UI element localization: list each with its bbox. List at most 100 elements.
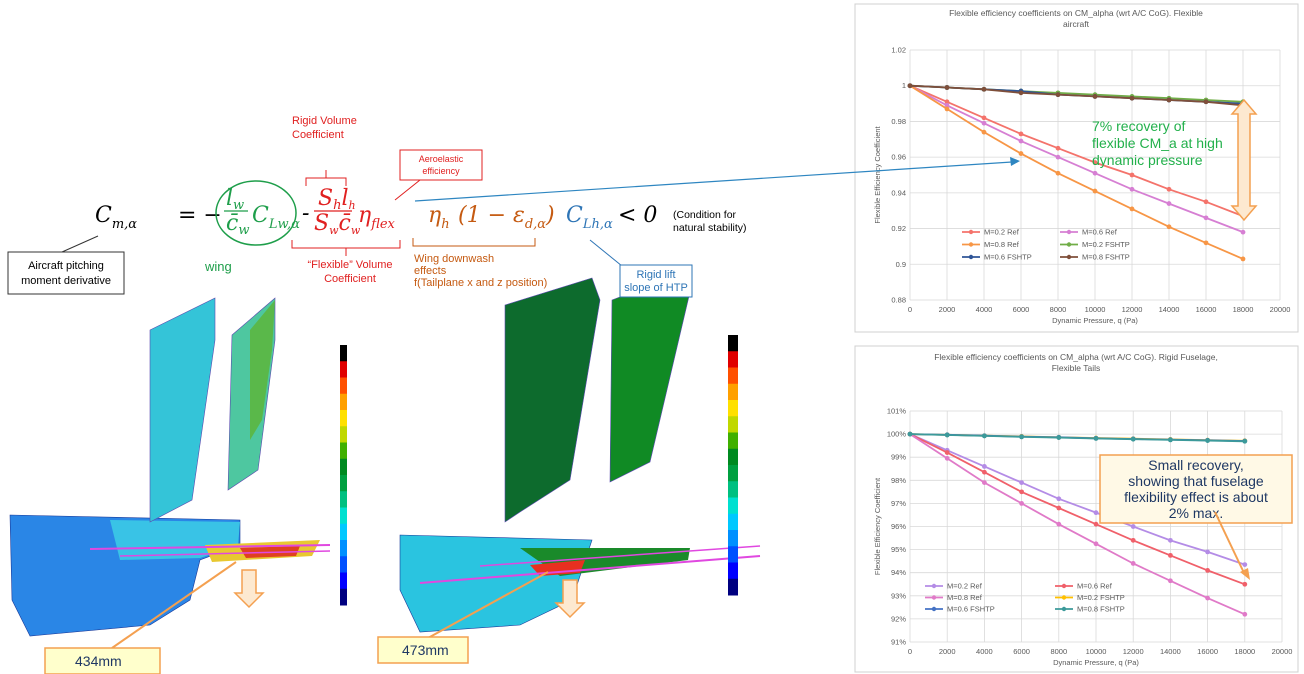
color-band (340, 540, 347, 557)
y-tick-label: 0.92 (891, 224, 906, 233)
data-point (1168, 437, 1173, 442)
x-tick-label: 4000 (976, 305, 993, 314)
data-point (1019, 501, 1024, 506)
color-band (340, 491, 347, 508)
data-point (982, 87, 987, 92)
color-band (728, 465, 738, 482)
data-point (1204, 215, 1209, 220)
color-bar (340, 345, 347, 606)
data-point (1094, 541, 1099, 546)
y-tick-label: 0.9 (896, 260, 906, 269)
data-point (1242, 612, 1247, 617)
label: f(Tailplane x and z position) (414, 277, 547, 289)
legend-marker (1062, 607, 1066, 611)
data-point (1093, 94, 1098, 99)
x-tick-label: 10000 (1085, 305, 1106, 314)
x-tick-label: 8000 (1050, 647, 1067, 656)
symbol: ) (545, 203, 555, 228)
color-band (340, 459, 347, 476)
color-band (340, 524, 347, 541)
title-line: Flexible efficiency coefficients on CM_a… (934, 352, 1218, 362)
data-point (945, 450, 950, 455)
data-point (1242, 562, 1247, 567)
color-band (340, 508, 347, 525)
x-tick-label: 12000 (1122, 305, 1143, 314)
legend-label: M=0.8 Ref (947, 593, 983, 602)
data-point (1130, 96, 1135, 101)
legend-label: M=0.2 FSHTP (1082, 240, 1130, 249)
data-point (1204, 199, 1209, 204)
data-point (982, 480, 987, 485)
title-line: Flexible Tails (1052, 363, 1101, 373)
y-tick-label: 1.02 (891, 46, 906, 55)
equals: = − (178, 203, 222, 228)
y-tick-label: 92% (891, 614, 906, 623)
data-point (1056, 506, 1061, 511)
y-tick-label: 96% (891, 522, 906, 531)
annotation: Small recovery, (1148, 457, 1243, 473)
data-point (1094, 522, 1099, 527)
note: (Condition for (673, 209, 737, 221)
symbol: S (318, 186, 333, 211)
x-tick-label: 14000 (1160, 647, 1181, 656)
y-tick-label: 101% (887, 407, 907, 416)
data-point (1130, 207, 1135, 212)
x-tick-label: 2000 (939, 305, 956, 314)
data-point (1204, 240, 1209, 245)
data-point (982, 464, 987, 469)
x-tick-label: 0 (908, 305, 912, 314)
subscript: m,α (112, 217, 137, 232)
data-point (1094, 436, 1099, 441)
title-line: aircraft (1063, 19, 1090, 29)
annotation: 7% recovery of (1092, 118, 1185, 134)
color-band (728, 579, 738, 596)
color-band (340, 443, 347, 460)
x-tick-label: 4000 (976, 647, 993, 656)
x-tick-label: 20000 (1272, 647, 1293, 656)
symbol: C (252, 203, 269, 228)
data-point (1167, 201, 1172, 206)
legend-label: M=0.8 Ref (984, 240, 1020, 249)
x-tick-label: 18000 (1234, 647, 1255, 656)
x-tick-label: 6000 (1013, 305, 1030, 314)
y-tick-label: 91% (891, 638, 906, 647)
legend-label: M=0.6 FSHTP (947, 605, 995, 614)
label: efficiency (422, 166, 460, 176)
symbol: (1 − ε (458, 203, 525, 228)
label: Coefficient (292, 129, 344, 141)
subscript: d,α (525, 217, 546, 232)
x-tick-label: 8000 (1050, 305, 1067, 314)
color-band (340, 426, 347, 443)
data-point (1131, 561, 1136, 566)
symbol: C (95, 203, 112, 228)
legend-label: M=0.6 Ref (1082, 228, 1118, 237)
legend-label: M=0.2 Ref (947, 582, 983, 591)
data-point (1056, 496, 1061, 501)
y-tick-label: 0.88 (891, 296, 906, 305)
data-point (1205, 568, 1210, 573)
symbol: c̄ (339, 211, 351, 236)
x-axis-label: Dynamic Pressure, q (Pa) (1052, 316, 1138, 325)
data-point (1204, 99, 1209, 104)
label: Wing downwash (414, 253, 494, 265)
annotation: dynamic pressure (1092, 152, 1203, 168)
data-point (945, 85, 950, 90)
x-tick-label: 2000 (939, 647, 956, 656)
data-point (1168, 553, 1173, 558)
data-point (1056, 171, 1061, 176)
data-point (982, 115, 987, 120)
data-point (1019, 434, 1024, 439)
symbol: c̄ (226, 211, 238, 236)
data-point (945, 456, 950, 461)
legend-label: M=0.2 FSHTP (1077, 593, 1125, 602)
data-point (1056, 155, 1061, 160)
y-tick-label: 94% (891, 568, 906, 577)
legend-marker (969, 242, 973, 246)
data-point (982, 130, 987, 135)
minus: - (302, 201, 309, 226)
legend-marker (1067, 242, 1071, 246)
subscript: h (441, 217, 449, 232)
data-point (1056, 435, 1061, 440)
color-band (728, 530, 738, 547)
x-tick-label: 18000 (1233, 305, 1254, 314)
